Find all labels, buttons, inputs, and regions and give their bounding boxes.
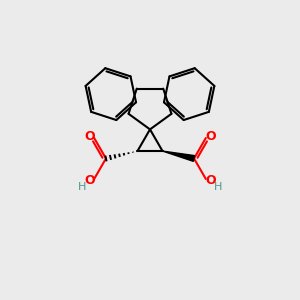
Text: H: H xyxy=(214,182,222,192)
Text: O: O xyxy=(85,174,95,187)
Text: O: O xyxy=(85,130,95,143)
Text: H: H xyxy=(78,182,86,192)
Polygon shape xyxy=(163,151,195,161)
Text: O: O xyxy=(205,130,215,143)
Text: O: O xyxy=(205,174,215,187)
